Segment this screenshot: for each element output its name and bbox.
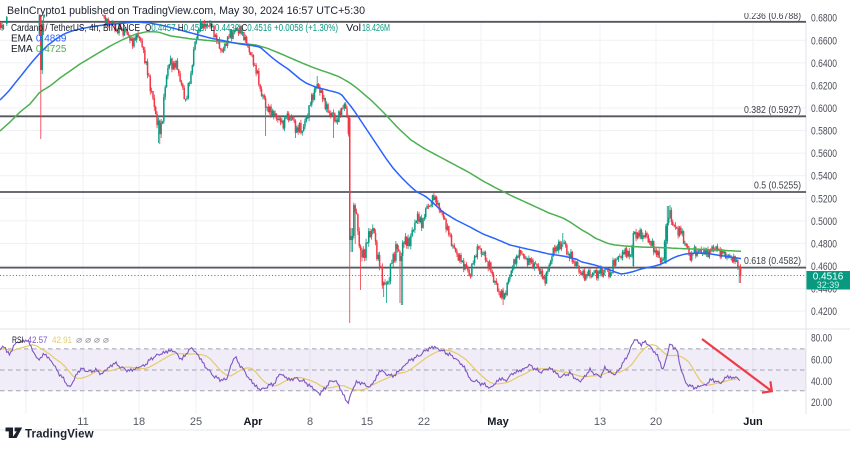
svg-text:0.4800: 0.4800 xyxy=(811,238,837,250)
svg-text:13: 13 xyxy=(594,416,606,428)
svg-text:32:39: 32:39 xyxy=(817,280,840,290)
svg-text:0.5800: 0.5800 xyxy=(811,126,837,138)
svg-text:18: 18 xyxy=(133,416,145,428)
svg-text:8: 8 xyxy=(307,416,313,428)
svg-text:0.5 (0.5255): 0.5 (0.5255) xyxy=(754,180,801,192)
svg-text:15: 15 xyxy=(361,416,373,428)
svg-text:0.618 (0.4582): 0.618 (0.4582) xyxy=(744,255,801,267)
svg-text:0.5200: 0.5200 xyxy=(811,193,837,205)
svg-text:Vol: Vol xyxy=(346,23,361,34)
svg-text:O0.4457 H0.4527 L0.4432 C0.451: O0.4457 H0.4527 L0.4432 C0.4516 +0.0058 … xyxy=(145,23,338,34)
svg-text:80.00: 80.00 xyxy=(811,332,832,344)
svg-text:Cardano / TetherUS, 4h, BINANC: Cardano / TetherUS, 4h, BINANCE xyxy=(11,23,140,34)
svg-text:0.382 (0.5927): 0.382 (0.5927) xyxy=(744,104,801,116)
svg-text:0.5000: 0.5000 xyxy=(811,216,837,228)
svg-text:⌀ ⌀ ⌀ ⌀: ⌀ ⌀ ⌀ ⌀ xyxy=(76,335,110,345)
svg-text:May: May xyxy=(487,416,509,428)
svg-text:42.91: 42.91 xyxy=(52,335,72,346)
svg-text:42.57: 42.57 xyxy=(28,335,48,346)
svg-text:RSI: RSI xyxy=(12,335,24,346)
svg-text:60.00: 60.00 xyxy=(811,355,832,367)
svg-text:0.6600: 0.6600 xyxy=(811,35,837,47)
svg-text:EMA 0.4725: EMA 0.4725 xyxy=(11,44,67,55)
svg-text:BeInCrypto1 published on Tradi: BeInCrypto1 published on TradingView.com… xyxy=(7,5,365,17)
svg-text:TradingView: TradingView xyxy=(25,429,94,441)
svg-text:0.6800: 0.6800 xyxy=(811,13,837,25)
svg-text:25: 25 xyxy=(190,416,202,428)
svg-text:0.6000: 0.6000 xyxy=(811,103,837,115)
svg-text:20.00: 20.00 xyxy=(811,397,832,409)
svg-text:EMA 0.4839: EMA 0.4839 xyxy=(11,34,67,45)
svg-text:20: 20 xyxy=(650,416,662,428)
svg-text:11: 11 xyxy=(77,416,88,428)
svg-text:Apr: Apr xyxy=(244,416,264,428)
svg-text:22: 22 xyxy=(418,416,430,428)
svg-text:0.5600: 0.5600 xyxy=(811,148,837,160)
svg-text:18.426M: 18.426M xyxy=(362,23,390,34)
svg-text:0.5400: 0.5400 xyxy=(811,171,837,183)
svg-text:0.4200: 0.4200 xyxy=(811,306,837,318)
svg-text:Jun: Jun xyxy=(743,416,763,428)
svg-text:0.6200: 0.6200 xyxy=(811,80,837,92)
svg-text:0.6400: 0.6400 xyxy=(811,58,837,70)
svg-text:40.00: 40.00 xyxy=(811,376,832,388)
